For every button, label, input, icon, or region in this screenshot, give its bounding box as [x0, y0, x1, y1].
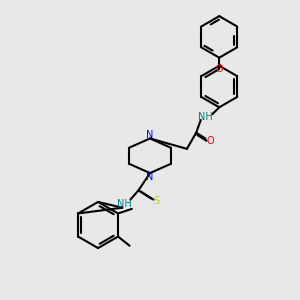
Text: N: N: [146, 172, 154, 182]
Text: NH: NH: [198, 112, 213, 122]
Text: S: S: [154, 196, 160, 206]
Text: O: O: [215, 64, 223, 74]
Text: O: O: [206, 136, 214, 146]
Text: N: N: [146, 130, 154, 140]
Text: NH: NH: [117, 199, 132, 209]
